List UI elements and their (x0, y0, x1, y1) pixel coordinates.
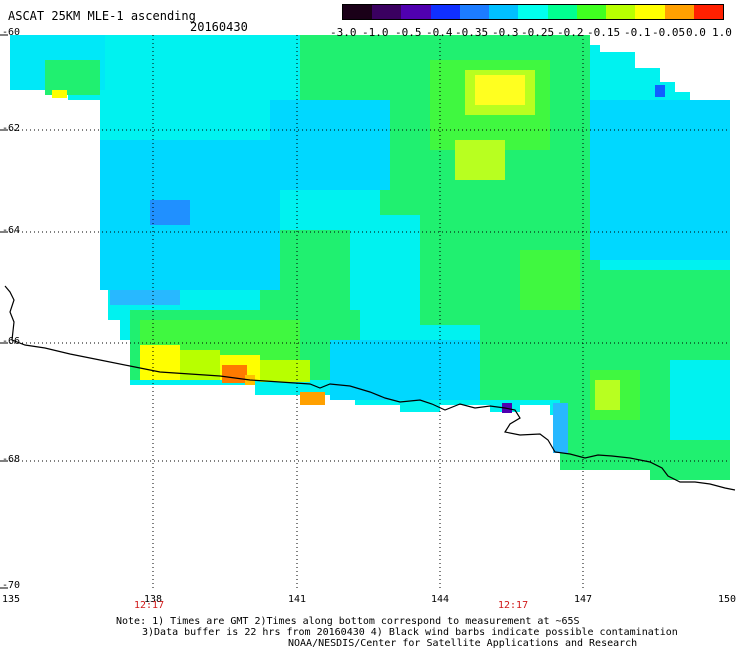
patch (455, 140, 505, 180)
patch (475, 75, 525, 105)
colorbar-label: 1.0 (712, 26, 732, 39)
lon-label: 147 (574, 594, 593, 605)
colorbar (342, 4, 724, 20)
lon-label: 141 (288, 594, 307, 605)
patch (595, 380, 620, 410)
lon-label: 144 (431, 594, 450, 605)
colorbar-segment (372, 5, 402, 19)
colorbar-label: -0.35 (455, 26, 489, 39)
lon-label: 138 (144, 594, 163, 605)
patch (45, 60, 100, 95)
colorbar-label: 0.0 (686, 26, 706, 39)
time-label-left: 12:17 (134, 600, 165, 611)
colorbar-segment (664, 5, 694, 19)
colorbar-segment (547, 5, 577, 19)
patch (655, 85, 665, 97)
colorbar-segment (576, 5, 607, 19)
lat-label: -62 (2, 123, 21, 134)
patch (590, 100, 730, 260)
note-line-2: 3)Data buffer is 22 hrs from 20160430 4)… (142, 627, 678, 638)
colorbar-label: -0.25 (521, 26, 555, 39)
colorbar-label: -0.5 (395, 26, 422, 39)
lon-label: 135 (2, 594, 21, 605)
patch (553, 403, 568, 453)
colorbar-label: -0.2 (557, 26, 584, 39)
product-title: ASCAT 25KM MLE-1 ascending (8, 9, 196, 23)
note-line-3: NOAA/NESDIS/Center for Satellite Applica… (288, 638, 638, 649)
note-line-1: Note: 1) Times are GMT 2)Times along bot… (116, 616, 580, 627)
colorbar-segment (401, 5, 431, 19)
lat-label: -64 (2, 225, 21, 236)
patch (270, 100, 390, 190)
lat-label: -60 (2, 27, 21, 38)
colorbar-segment (489, 5, 519, 19)
patch (330, 340, 480, 400)
patch (650, 440, 730, 480)
colorbar-label: -3.0 (330, 26, 357, 39)
lat-label: -70 (2, 580, 21, 591)
colorbar-label: -0.05 (652, 26, 686, 39)
colorbar-segment (693, 5, 724, 19)
axis-ticks (0, 34, 8, 589)
patch (150, 200, 190, 225)
coastline (4, 285, 736, 491)
patch (480, 310, 570, 400)
patch (222, 365, 247, 383)
patch (600, 270, 730, 360)
colorbar-label: -0.4 (426, 26, 453, 39)
grid-lines (10, 35, 730, 590)
colorbar-label: -0.3 (492, 26, 519, 39)
colorbar-segment (635, 5, 665, 19)
patch (52, 90, 67, 98)
lat-label: -66 (2, 336, 21, 347)
time-label-right: 12:17 (498, 600, 529, 611)
colorbar-segment (343, 5, 373, 19)
colorbar-label: -0.1 (624, 26, 651, 39)
patch (140, 345, 180, 380)
colorbar-segment (518, 5, 548, 19)
lon-label: 150 (718, 594, 737, 605)
colorbar-segment (459, 5, 490, 19)
colorbar-segment (430, 5, 460, 19)
patch (300, 392, 325, 405)
lat-label: -68 (2, 454, 21, 465)
patch (520, 250, 580, 310)
patch (260, 360, 310, 382)
colorbar-label: -0.15 (587, 26, 621, 39)
colorbar-labels: -3.0 -1.0 -0.5 -0.4 -0.35 -0.3 -0.25 -0.… (0, 27, 740, 39)
ice-data-field (10, 35, 730, 480)
colorbar-segment (606, 5, 636, 19)
colorbar-label: -1.0 (362, 26, 389, 39)
product-date: 20160430 (190, 20, 248, 34)
